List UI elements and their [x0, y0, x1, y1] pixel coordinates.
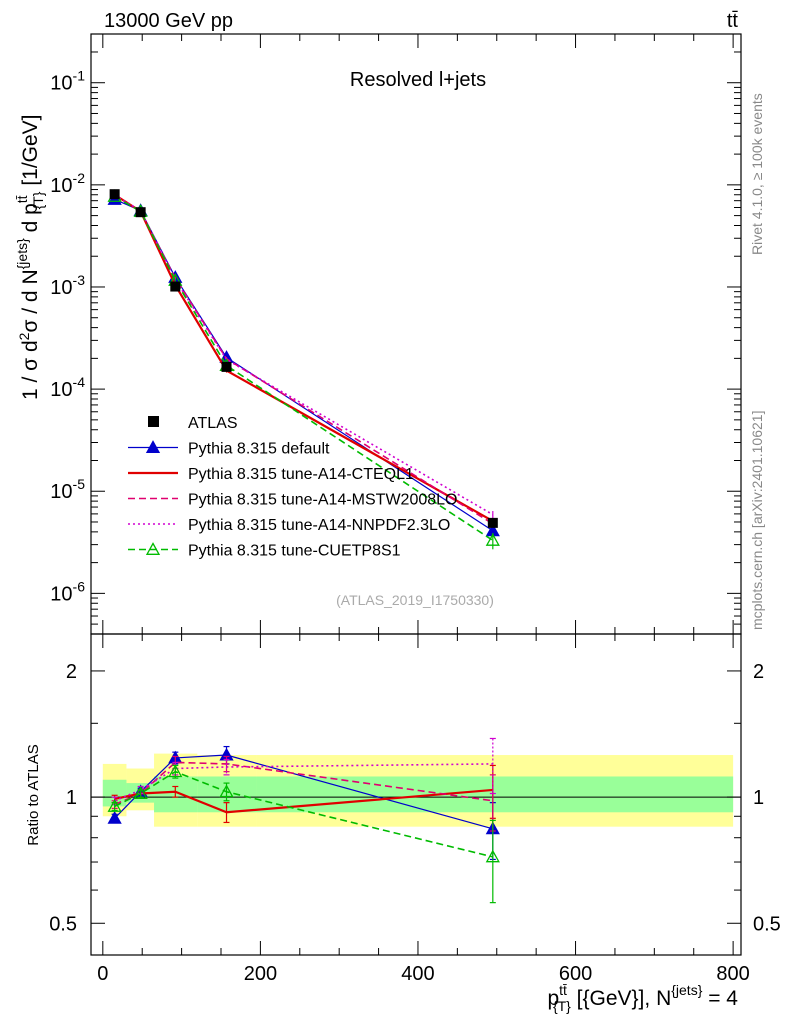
data-point — [487, 517, 498, 528]
main-series-1 — [107, 192, 500, 537]
ratio-y-tick-label: 2 — [66, 661, 77, 683]
ratio-series-marker — [107, 810, 122, 824]
x-tick-label: 400 — [401, 963, 434, 985]
mcplots-label: mcplots.cern.ch [arXiv:2401.10621] — [749, 411, 765, 630]
main-plot-title: Resolved l+jets — [350, 69, 486, 91]
legend-entry: ATLAS — [148, 415, 238, 432]
legend-marker — [145, 440, 161, 453]
legend-marker-data — [148, 416, 159, 427]
legend: ATLAS Pythia 8.315 default Pythia 8.315 tu… — [128, 415, 457, 560]
analysis-label: (ATLAS_2019_I1750330) — [336, 592, 494, 608]
legend-label: Pythia 8.315 default — [188, 441, 330, 458]
header-left-label: 13000 GeV pp — [104, 10, 233, 32]
ratio-y-tick-label-right: 1 — [753, 787, 764, 809]
legend-entry: Pythia 8.315 tune-A14-NNPDF2.3LO — [128, 517, 450, 534]
main-series-marker — [485, 533, 500, 546]
main-plot-series — [107, 189, 500, 550]
legend-entry: Pythia 8.315 default — [128, 440, 330, 458]
data-point — [170, 281, 181, 292]
legend-entry: Pythia 8.315 tune-A14-CTEQL1 — [128, 466, 414, 483]
legend-label: Pythia 8.315 tune-A14-CTEQL1 — [188, 466, 414, 483]
ratio-series-line — [114, 761, 493, 806]
legend-marker — [145, 542, 161, 555]
ratio-y-axis-label: Ratio to ATLAS — [25, 744, 42, 845]
legend-label: Pythia 8.315 tune-A14-NNPDF2.3LO — [188, 517, 450, 534]
main-y-axis-label: 1 / σ d2σ / d N{jets} d ptt̄{T} [1/GeV] — [14, 114, 46, 400]
x-tick-label: 800 — [716, 963, 749, 985]
main-y-tick-label: 10-2 — [50, 170, 85, 197]
ratio-series-marker — [107, 799, 122, 812]
ratio-plot-bands — [91, 753, 741, 827]
main-y-tick-label: 10-3 — [50, 272, 85, 299]
main-series-line — [114, 195, 494, 542]
data-point — [135, 207, 146, 218]
ratio-series-4 — [107, 764, 500, 904]
legend-label: ATLAS — [188, 415, 238, 432]
header-right-label: tt̄ — [727, 10, 739, 32]
main-y-tick-label: 10-5 — [50, 476, 85, 503]
ratio-series-marker — [133, 786, 148, 799]
legend-label: Pythia 8.315 tune-CUETP8S1 — [188, 543, 401, 560]
ratio-y-tick-label: 1 — [66, 787, 77, 809]
ratio-y-tick-label-right: 2 — [753, 661, 764, 683]
x-tick-label: 0 — [97, 963, 108, 985]
data-point — [109, 189, 120, 200]
data-point — [221, 361, 232, 372]
ratio-band-green — [256, 776, 734, 813]
legend-entry: Pythia 8.315 tune-A14-MSTW2008LO — [128, 492, 457, 509]
main-plot-axes: 10-6 10-5 10-4 10-3 10-2 10-1 — [50, 34, 741, 635]
main-y-tick-label: 10-6 — [50, 578, 85, 605]
rivet-label: Rivet 4.1.0, ≥ 100k events — [749, 93, 765, 255]
x-tick-label: 200 — [244, 963, 277, 985]
main-y-tick-label: 10-1 — [50, 68, 85, 95]
ratio-y-tick-label: 0.5 — [49, 913, 77, 935]
main-data-series — [109, 189, 498, 528]
main-y-tick-label: 10-4 — [50, 374, 85, 401]
x-axis-label: ptt̄ {T} [{GeV}], N{jets} = 4 — [547, 982, 738, 1014]
x-tick-label: 600 — [559, 963, 592, 985]
ratio-plot-frame — [90, 633, 742, 956]
ratio-series-marker — [485, 849, 500, 863]
legend-label: Pythia 8.315 tune-A14-MSTW2008LO — [188, 492, 457, 509]
ratio-series-marker — [168, 764, 183, 778]
ratio-band-green — [102, 779, 127, 807]
ratio-y-tick-label-right: 0.5 — [753, 913, 781, 935]
main-series-line — [114, 194, 494, 516]
ratio-plot-series — [107, 737, 500, 904]
legend-entry: Pythia 8.315 tune-CUETP8S1 — [128, 542, 401, 560]
ratio-series-marker — [219, 784, 234, 798]
ratio-plot-axes: 0.5 0.5 1 1 2 2 0 200 400 600 800 — [49, 634, 781, 985]
